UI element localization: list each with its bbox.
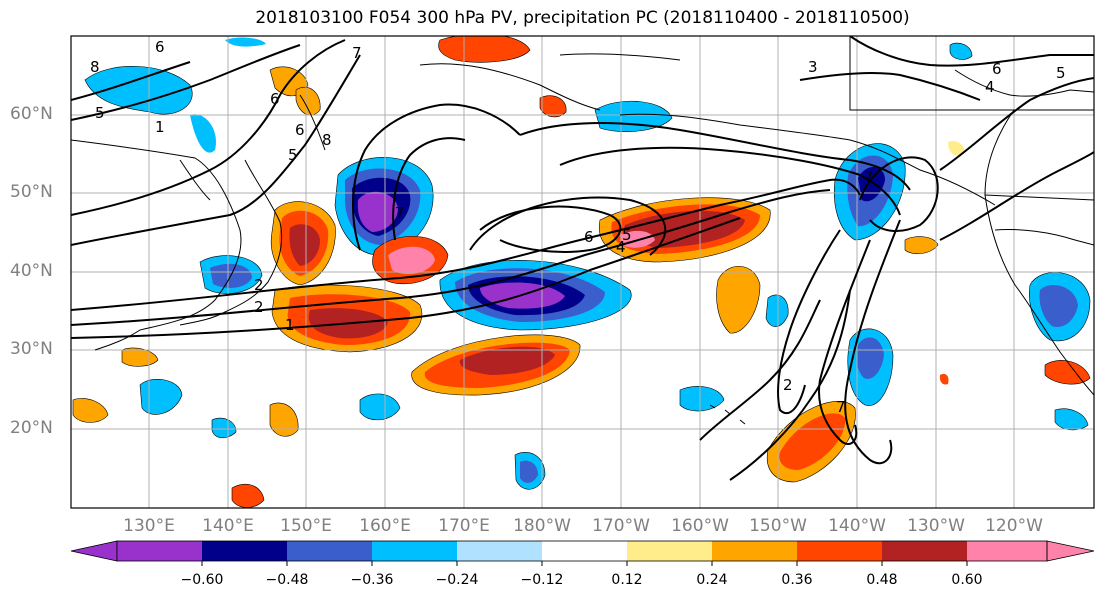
- contour-label: 2: [254, 276, 264, 294]
- colorbar-tick-label: −0.36: [350, 572, 394, 588]
- pv-contours: [71, 36, 1094, 481]
- contour-label: 1: [155, 118, 165, 136]
- colorbar-bin: [712, 541, 797, 561]
- lon-tick-label: 130°W: [907, 516, 965, 536]
- contour-label: 6: [295, 121, 305, 139]
- lon-tick-label: 180°W: [513, 516, 571, 536]
- lat-tick-label: 30°N: [10, 339, 53, 359]
- lon-tick-label: 160°W: [671, 516, 729, 536]
- colorbar-bin: [202, 541, 287, 561]
- colorbar-bin: [287, 541, 372, 561]
- colorbar-tick-label: 0.12: [611, 572, 643, 588]
- contour-label: 2: [783, 376, 793, 394]
- colorbar-tick-label: 0.60: [951, 572, 983, 588]
- contour-label: 4: [616, 238, 626, 256]
- colorbar-bin: [542, 541, 627, 561]
- lon-tick-label: 120°W: [985, 516, 1043, 536]
- colorbar-bin: [372, 541, 457, 561]
- contour-label: 7: [395, 204, 405, 222]
- colorbar-bin: [627, 541, 712, 561]
- contour-label: 7: [836, 398, 846, 416]
- colorbar-tick-label: 0.48: [866, 572, 898, 588]
- map-title: 2018103100 F054 300 hPa PV, precipitatio…: [255, 8, 910, 28]
- colorbar-bin: [457, 541, 542, 561]
- colorbar-bin: [797, 541, 882, 561]
- contour-label: 8: [322, 131, 332, 149]
- lon-tick-label: 150°E: [280, 516, 332, 536]
- contour-label: 1: [285, 316, 295, 334]
- contour-label: 5: [622, 226, 632, 244]
- colorbar-tick-label: 0.24: [696, 572, 728, 588]
- lat-tick-label: 20°N: [10, 418, 53, 438]
- lon-tick-label: 170°W: [592, 516, 650, 536]
- graticule: [71, 36, 1094, 508]
- contour-label: 4: [985, 78, 995, 96]
- map-plot-area: [71, 36, 1094, 508]
- lon-tick-label: 170°E: [438, 516, 490, 536]
- contour-label: 7: [352, 44, 362, 62]
- colorbar-tick-label: −0.24: [435, 572, 479, 588]
- coastlines: [71, 36, 1094, 425]
- colorbar-extend-low: [70, 540, 118, 562]
- contour-label: 8: [90, 58, 100, 76]
- colorbar-extend-high: [1046, 540, 1095, 562]
- contour-labels: 8 6 5 1 7 6 6 5 8 2 2 1 7 6 4 5 3 7 6 4 …: [90, 38, 1066, 416]
- lon-tick-label: 160°E: [359, 516, 411, 536]
- contour-label: 3: [808, 58, 818, 76]
- colorbar-tick-label: −0.12: [520, 572, 564, 588]
- colorbar-tick-label: −0.60: [180, 572, 224, 588]
- colorbar-tick-label: 0.36: [781, 572, 813, 588]
- colorbar-bin: [882, 541, 967, 561]
- contour-label: 6: [584, 228, 594, 246]
- contour-label: 2: [254, 298, 264, 316]
- lat-tick-label: 40°N: [10, 261, 53, 281]
- contour-label: 5: [1056, 64, 1066, 82]
- lon-tick-label: 130°E: [123, 516, 175, 536]
- contour-label: 6: [155, 38, 165, 56]
- contour-label: 5: [95, 104, 105, 122]
- map-frame: [70, 35, 1095, 509]
- contour-label: 5: [288, 146, 298, 164]
- lon-tick-label: 150°W: [749, 516, 807, 536]
- lat-tick-label: 50°N: [10, 182, 53, 202]
- contour-label: 7: [864, 168, 874, 186]
- contour-label: 6: [270, 90, 280, 108]
- colorbar-bin: [117, 541, 202, 561]
- lon-tick-label: 140°E: [202, 516, 254, 536]
- lat-tick-label: 60°N: [10, 104, 53, 124]
- colorbar: [70, 540, 1095, 566]
- lon-tick-label: 140°W: [828, 516, 886, 536]
- colorbar-bin: [967, 541, 1047, 561]
- contour-label: 6: [992, 60, 1002, 78]
- colorbar-tick-label: −0.48: [265, 572, 309, 588]
